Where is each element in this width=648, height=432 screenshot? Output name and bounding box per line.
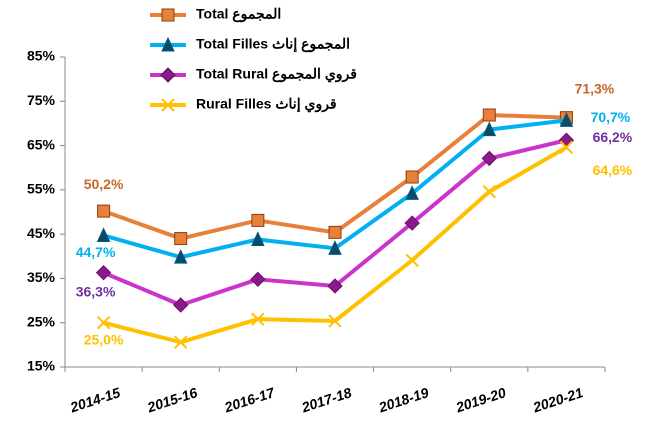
data-point <box>404 215 420 231</box>
data-point <box>559 140 574 155</box>
data-point <box>328 314 342 328</box>
data-point <box>328 240 342 255</box>
data-label: 50,2% <box>84 176 124 192</box>
data-point <box>174 232 188 246</box>
y-tick-label: 75% <box>27 92 56 108</box>
data-point <box>481 150 497 167</box>
legend-label: Total المجموع <box>196 6 281 23</box>
x-tick-label: 2018-19 <box>376 384 431 415</box>
legend-marker <box>161 98 175 112</box>
y-tick-label: 85% <box>27 48 56 64</box>
y-tick-label: 35% <box>27 269 56 285</box>
y-tick-label: 25% <box>27 313 56 329</box>
data-label: 71,3% <box>575 80 615 96</box>
data-point <box>250 271 266 288</box>
data-point <box>97 204 111 218</box>
y-tick-label: 15% <box>27 358 56 374</box>
x-tick-label: 2015-16 <box>144 384 199 415</box>
legend-marker <box>161 36 175 52</box>
legend-marker <box>161 8 175 22</box>
x-tick-label: 2014-15 <box>67 384 122 415</box>
data-point <box>405 185 419 200</box>
data-point <box>482 121 497 137</box>
x-tick-label: 2020-21 <box>530 384 585 415</box>
data-point <box>482 108 496 122</box>
legend-marker <box>160 67 176 83</box>
data-label: 66,2% <box>593 129 633 145</box>
data-point <box>96 316 111 330</box>
data-point <box>95 264 112 281</box>
legend-label: Rural Filles قروي إناث <box>196 96 337 114</box>
data-point <box>174 335 188 349</box>
y-tick-label: 45% <box>27 225 56 241</box>
data-point <box>327 278 343 294</box>
series-line <box>102 113 567 241</box>
data-point <box>173 297 189 313</box>
legend-label: Total Filles المجموع إناث <box>196 36 350 54</box>
data-point <box>251 231 265 246</box>
data-label: 44,7% <box>76 244 116 260</box>
y-tick-label: 65% <box>27 136 56 152</box>
y-tick-label: 55% <box>27 181 56 197</box>
x-tick-label: 2017-18 <box>299 384 354 415</box>
data-point <box>559 112 574 127</box>
data-point <box>405 170 419 184</box>
data-label: 70,7% <box>591 109 631 125</box>
data-point <box>96 227 111 242</box>
legend-label: Total Rural قروي المجموع <box>196 66 357 83</box>
data-point <box>251 312 265 326</box>
x-tick-label: 2016-17 <box>222 384 278 416</box>
data-label: 64,6% <box>593 162 633 178</box>
data-point <box>482 184 496 199</box>
x-tick-label: 2019-20 <box>453 384 508 415</box>
data-point <box>405 253 419 267</box>
data-point <box>558 132 575 148</box>
data-point <box>328 225 342 239</box>
data-label: 36,3% <box>76 283 116 299</box>
data-point <box>173 248 188 264</box>
data-label: 25,0% <box>84 331 124 347</box>
data-point <box>251 213 265 227</box>
